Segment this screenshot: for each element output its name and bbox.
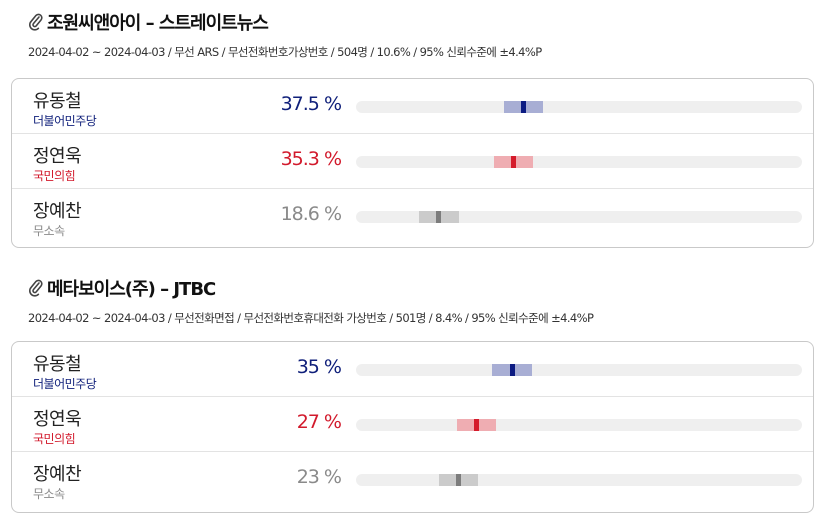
poll-meta: 2024-04-02 ~ 2024-04-03 / 무선 ARS / 무선전화번… [28,45,542,59]
candidate-party: 국민의힘 [33,432,76,446]
candidate-percentage: 37.5 % [280,93,342,115]
poll-results-card: 유동철 더불어민주당 35 % 정연욱 국민의힘 27 % 장예찬 무소속 23… [11,341,814,513]
candidate-row: 정연욱 국민의힘 27 % [12,397,813,452]
candidate-name: 장예찬 [33,201,82,222]
support-bar-track [356,101,802,113]
candidate-name: 장예찬 [33,464,82,485]
candidate-row: 유동철 더불어민주당 35 % [12,342,813,397]
support-bar-track [356,156,802,168]
poll-section: 메타보이스(주) – JTBC 2024-04-02 ~ 2024-04-03 … [0,266,825,513]
poll-title-text: 메타보이스(주) – JTBC [47,279,216,300]
support-bar-track [356,211,802,223]
point-estimate-marker [510,156,516,168]
point-estimate-marker [473,419,479,431]
candidate-name: 정연욱 [33,146,82,167]
candidate-row: 정연욱 국민의힘 35.3 % [12,134,813,189]
candidate-row: 장예찬 무소속 18.6 % [12,189,813,244]
support-bar-track [356,474,802,486]
candidate-party: 더불어민주당 [33,114,97,128]
poll-title: 조원씨앤아이 – 스트레이트뉴스 [28,9,269,35]
candidate-percentage: 18.6 % [280,203,342,225]
point-estimate-marker [509,364,515,376]
candidate-party: 무소속 [33,487,65,501]
point-estimate-marker [436,211,442,223]
poll-header: 메타보이스(주) – JTBC 2024-04-02 ~ 2024-04-03 … [0,266,825,326]
poll-title-text: 조원씨앤아이 – 스트레이트뉴스 [47,13,269,34]
candidate-percentage: 35 % [296,356,342,378]
candidate-name: 유동철 [33,354,82,375]
poll-title: 메타보이스(주) – JTBC [28,275,216,301]
support-bar-track [356,364,802,376]
candidate-party: 무소속 [33,224,65,238]
candidate-row: 장예찬 무소속 23 % [12,452,813,507]
poll-section: 조원씨앤아이 – 스트레이트뉴스 2024-04-02 ~ 2024-04-03… [0,0,825,248]
support-bar-track [356,419,802,431]
poll-results-card: 유동철 더불어민주당 37.5 % 정연욱 국민의힘 35.3 % 장예찬 무소… [11,78,814,248]
poll-meta: 2024-04-02 ~ 2024-04-03 / 무선전화면접 / 무선전화번… [28,311,594,325]
candidate-percentage: 27 % [296,411,342,433]
candidate-name: 정연욱 [33,409,82,430]
candidate-party: 국민의힘 [33,169,76,183]
candidate-name: 유동철 [33,91,82,112]
candidate-party: 더불어민주당 [33,377,97,391]
poll-header: 조원씨앤아이 – 스트레이트뉴스 2024-04-02 ~ 2024-04-03… [0,0,825,60]
paperclip-icon [28,279,43,297]
point-estimate-marker [520,101,526,113]
point-estimate-marker [456,474,462,486]
candidate-percentage: 23 % [296,466,342,488]
candidate-percentage: 35.3 % [280,148,342,170]
paperclip-icon [28,13,43,31]
candidate-row: 유동철 더불어민주당 37.5 % [12,79,813,134]
